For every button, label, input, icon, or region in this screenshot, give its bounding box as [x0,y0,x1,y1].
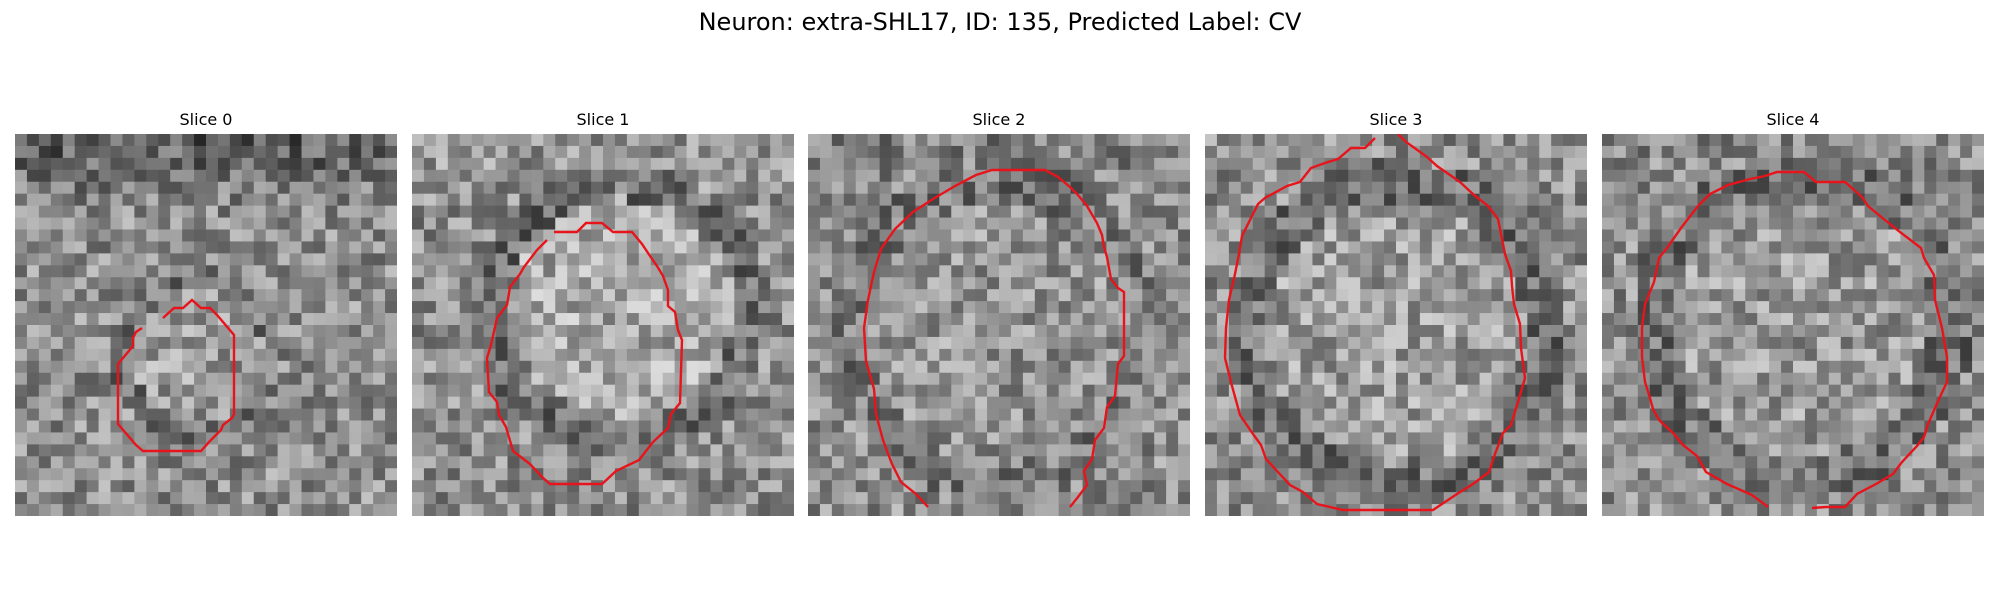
slice-image-4 [1602,134,1984,516]
slice-image-1 [412,134,794,516]
slice-pixels-3 [1205,134,1587,516]
slice-title-3: Slice 3 [1369,110,1423,129]
slice-panel-4: Slice 4 [1602,108,1984,516]
contour-3 [1223,134,1527,512]
slice-title-1: Slice 1 [576,110,630,129]
slice-title-4: Slice 4 [1766,110,1820,129]
slice-image-0 [15,134,397,516]
figure-title: Neuron: extra-SHL17, ID: 135, Predicted … [698,8,1302,36]
slice-pixels-2 [808,134,1190,516]
slice-panel-0: Slice 0 [15,108,397,516]
contour-2 [975,168,1126,508]
slice-pixels-0 [15,134,397,516]
contour-4b [1640,205,1769,508]
slice-pixels-1 [412,134,794,516]
slice-panel-1: Slice 1 [412,108,794,516]
contour-2b [862,173,977,508]
slice-panel-2: Slice 2 [808,108,1190,516]
contour-0 [116,298,236,453]
slice-image-2 [808,134,1190,516]
contour-1 [485,221,684,486]
slice-title-0: Slice 0 [179,110,233,129]
slice-image-3 [1205,134,1587,516]
slice-title-2: Slice 2 [972,110,1026,129]
contour-4 [1697,170,1949,510]
slice-pixels-4 [1602,134,1984,516]
slice-panel-3: Slice 3 [1205,108,1587,516]
